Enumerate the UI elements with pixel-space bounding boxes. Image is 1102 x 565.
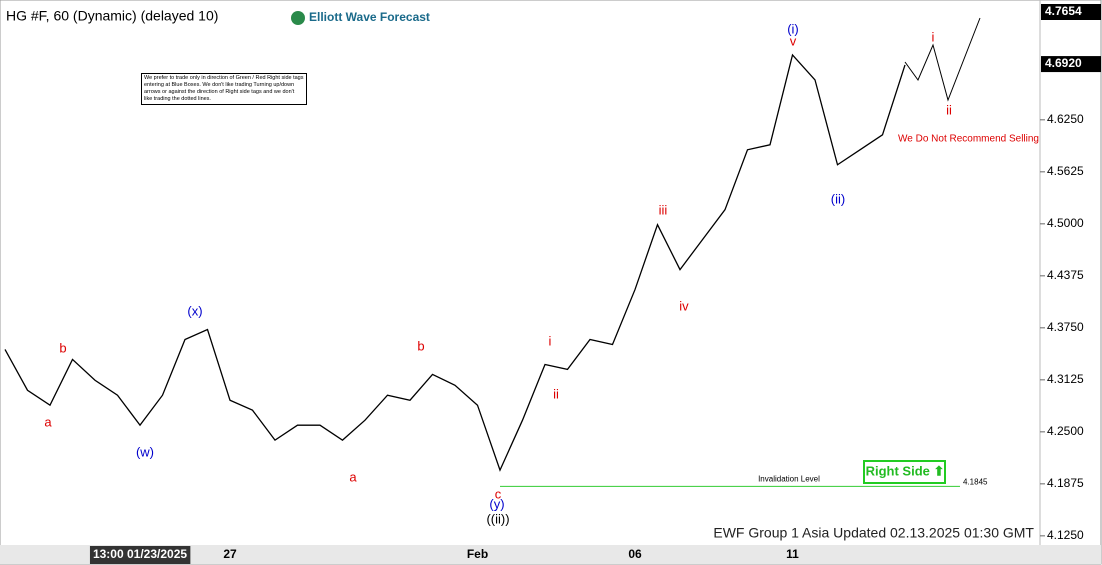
side-tag-box	[863, 460, 946, 484]
wave-label: (ii)	[831, 191, 845, 206]
wave-label: a	[349, 469, 357, 484]
y-tick-label: 4.3125	[1047, 372, 1084, 386]
recommendation: We Do Not Recommend Selling	[898, 134, 1039, 145]
side-tag: Right Side ⬆	[866, 463, 945, 478]
x-tick-label: 13:00 01/23/2025	[93, 547, 187, 561]
wave-label: (y)	[489, 496, 504, 511]
x-tick-label: 11	[786, 547, 799, 561]
wave-label: b	[59, 340, 66, 355]
x-tick-box	[89, 546, 191, 564]
y-tick-label: 4.1250	[1047, 528, 1084, 542]
invalidation-label: Invalidation Level	[758, 474, 820, 483]
y-tick-label: 4.5625	[1047, 164, 1084, 178]
y-tick-label: 4.5000	[1047, 216, 1084, 230]
wave-label: (i)	[787, 21, 799, 36]
price-line	[4, 53, 906, 472]
price-label-box	[1041, 4, 1101, 20]
wave-label: ii	[553, 386, 559, 401]
y-tick-label: 4.2500	[1047, 424, 1084, 438]
wave-label: ii	[946, 102, 952, 117]
y-tick-label: 4.6250	[1047, 112, 1084, 126]
wave-label: (x)	[187, 303, 202, 318]
wave-label: iii	[659, 202, 668, 217]
price-label: 4.7654	[1045, 4, 1082, 18]
time-axis	[0, 545, 1101, 564]
wave-label: iv	[679, 298, 689, 313]
projection	[904, 17, 981, 102]
wave-label: ((ii))	[486, 511, 509, 526]
wave-label: i	[932, 29, 935, 44]
wave-label: a	[44, 414, 52, 429]
brand: Elliott Wave Forecast	[309, 10, 430, 24]
wave-label: c	[495, 486, 502, 501]
y-tick-label: 4.1875	[1047, 476, 1084, 490]
wave-label: (w)	[136, 444, 154, 459]
footer: EWF Group 1 Asia Updated 02.13.2025 01:3…	[713, 525, 1034, 541]
wave-label: v	[790, 33, 797, 48]
price-label: 4.6920	[1045, 56, 1082, 70]
x-tick-label: 06	[628, 547, 642, 561]
invalidation-value: 4.1845	[963, 477, 988, 486]
note: We prefer to trade only in direction of …	[141, 73, 307, 105]
x-tick-label: Feb	[467, 547, 488, 561]
x-tick-label: 27	[223, 547, 237, 561]
y-tick-label: 4.4375	[1047, 268, 1084, 282]
price-label-box	[1041, 56, 1101, 73]
wave-label: i	[549, 333, 552, 348]
chart-title: HG #F, 60 (Dynamic) (delayed 10)	[6, 8, 218, 24]
brand-logo	[291, 11, 305, 25]
wave-label: b	[417, 338, 424, 353]
y-tick-label: 4.3750	[1047, 320, 1084, 334]
